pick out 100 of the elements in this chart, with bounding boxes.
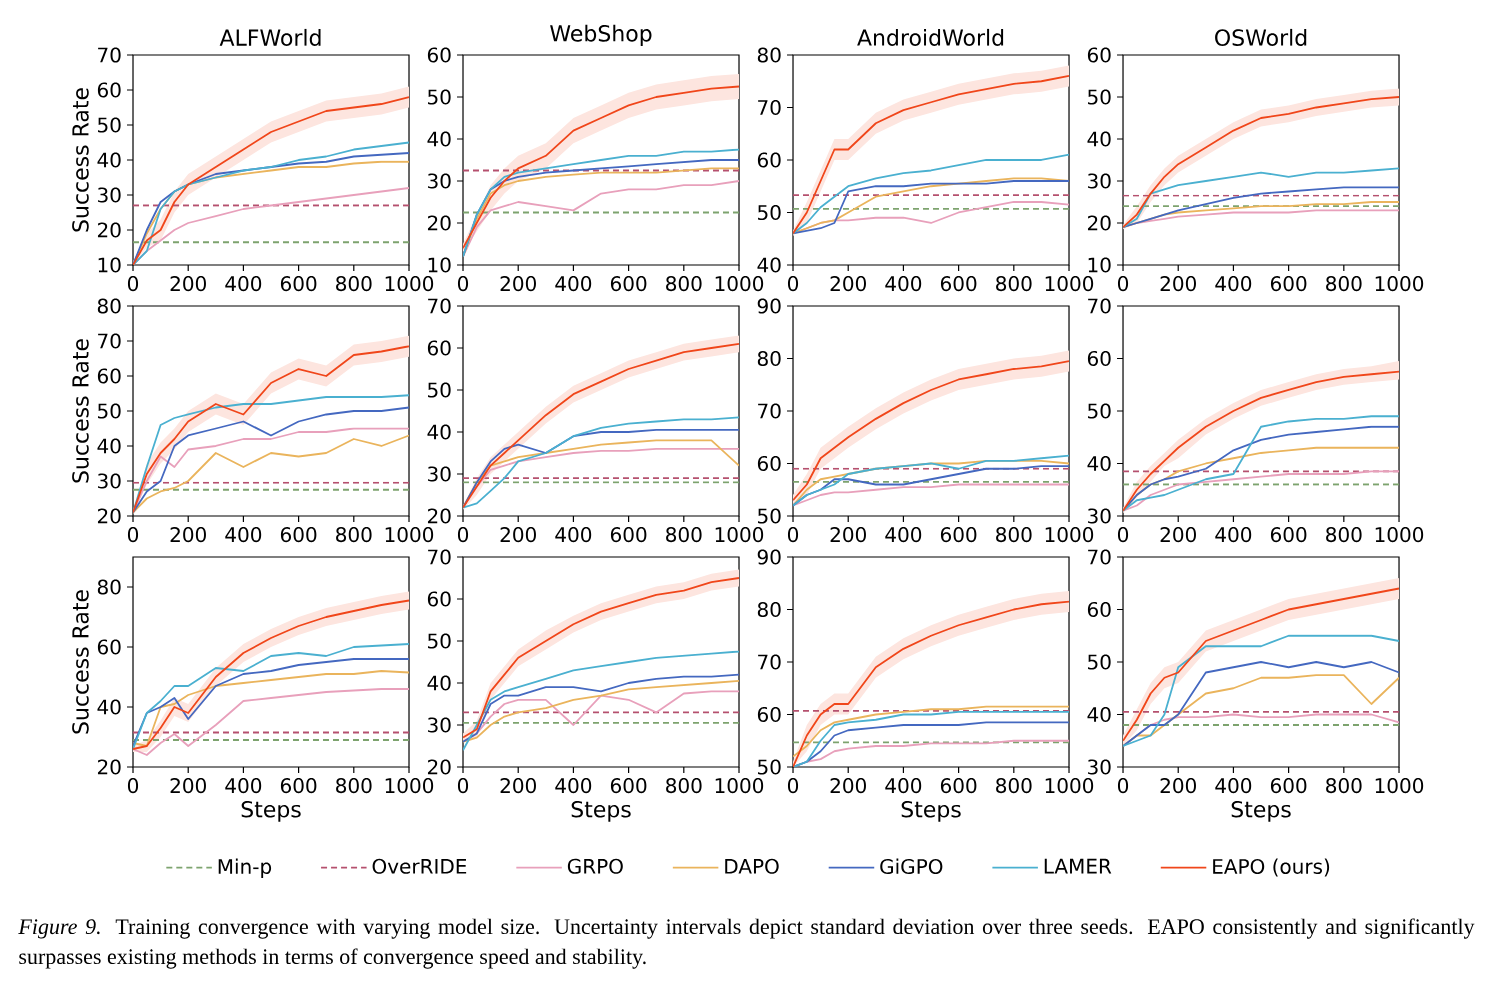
y-tick-label: 60 (1087, 601, 1111, 618)
y-tick-label: 50 (98, 403, 121, 419)
y-tick-label: 40 (427, 424, 451, 440)
y-tick-label: 70 (1088, 549, 1111, 565)
x-tick-label: 600 (1270, 527, 1307, 543)
x-tick-label: 0 (127, 778, 139, 794)
y-tick-label: 70 (428, 549, 451, 565)
y-tick-label: 60 (97, 368, 121, 384)
x-tick-label: 800 (1326, 276, 1362, 292)
x-axis-title: Steps (571, 800, 631, 822)
y-tick-label: 10 (98, 257, 121, 273)
x-tick-label: 400 (225, 276, 262, 292)
x-tick-label: 600 (1270, 276, 1307, 292)
y-axis-title: Success Rate (72, 339, 89, 483)
y-tick-label: 20 (427, 215, 451, 231)
x-tick-label: 600 (940, 778, 977, 794)
x-tick-label: 600 (280, 276, 317, 292)
chart-title: WebShop (550, 24, 652, 46)
x-tick-label: 400 (885, 527, 922, 543)
y-tick-label: 60 (1087, 47, 1111, 63)
y-tick-label: 40 (97, 699, 121, 715)
y-tick-label: 80 (757, 350, 781, 367)
y-tick-label: 50 (1088, 403, 1111, 419)
y-tick-label: 50 (758, 759, 781, 775)
x-tick-label: 200 (1160, 527, 1196, 543)
y-tick-label: 30 (428, 466, 451, 482)
x-tick-label: 200 (500, 527, 536, 543)
x-tick-label: 0 (787, 276, 799, 292)
x-tick-label: 800 (996, 778, 1032, 794)
legend-label: GRPO (567, 858, 623, 874)
x-tick-label: 0 (787, 778, 799, 794)
x-axis-title: Steps (1231, 800, 1291, 822)
x-tick-label: 600 (280, 778, 317, 794)
x-tick-label: 1000 (1045, 778, 1094, 794)
y-tick-label: 40 (757, 257, 781, 273)
x-tick-label: 600 (940, 527, 977, 543)
text: Figure 9. Training convergence with varying model size. Uncertainty intervals depict standard deviation over three seeds. EAPO consistently and significantly surpasses existing methods in terms of convergence speed and stability. (18, 918, 1475, 969)
x-tick-label: 200 (170, 527, 206, 543)
x-tick-label: 400 (225, 527, 262, 543)
x-tick-label: 400 (1215, 527, 1252, 543)
legend-label: GiGPO (880, 858, 943, 875)
y-tick-label: 40 (97, 438, 121, 454)
chart-title: AndroidWorld (857, 28, 1004, 46)
legend-label: Min-p (218, 858, 272, 878)
line-series (1123, 167, 1400, 229)
y-tick-label: 60 (757, 706, 781, 723)
x-tick-label: 0 (457, 276, 469, 292)
y-tick-label: 60 (427, 591, 451, 607)
y-tick-label: 50 (428, 382, 451, 398)
legend-label: LAMER (1044, 858, 1112, 874)
x-tick-label: 1000 (1375, 527, 1424, 543)
legend-label: OverRIDE (372, 858, 467, 874)
y-tick-label: 70 (758, 654, 781, 670)
x-tick-label: 400 (1215, 778, 1252, 794)
x-tick-label: 0 (1117, 527, 1129, 543)
x-tick-label: 600 (610, 276, 647, 292)
y-tick-label: 50 (428, 633, 451, 649)
x-axis-title: Steps (241, 800, 301, 822)
x-tick-label: 200 (830, 276, 866, 292)
y-tick-label: 50 (758, 204, 781, 221)
x-tick-label: 0 (457, 778, 469, 794)
x-tick-label: 1000 (1375, 778, 1424, 794)
x-tick-label: 800 (996, 276, 1032, 292)
y-tick-label: 30 (98, 473, 121, 489)
x-tick-label: 200 (1160, 778, 1196, 794)
y-tick-label: 60 (97, 82, 121, 98)
x-tick-label: 0 (457, 527, 469, 543)
y-tick-label: 40 (1087, 706, 1111, 723)
x-tick-label: 0 (127, 527, 139, 543)
x-tick-label: 1000 (1375, 276, 1424, 292)
x-tick-label: 0 (1117, 778, 1129, 794)
y-axis-title: Success Rate (72, 590, 89, 734)
x-tick-label: 200 (170, 778, 206, 794)
line-series (133, 688, 410, 756)
x-tick-label: 1000 (385, 527, 434, 543)
y-tick-label: 60 (427, 47, 451, 63)
x-tick-label: 400 (555, 778, 592, 794)
y-tick-label: 30 (98, 187, 121, 203)
y-tick-label: 20 (97, 222, 121, 238)
x-axis-title: Steps (901, 800, 961, 822)
x-tick-label: 400 (555, 276, 592, 292)
x-tick-label: 1000 (385, 276, 434, 292)
y-tick-label: 70 (758, 99, 781, 116)
x-tick-label: 200 (830, 778, 866, 794)
y-tick-label: 50 (1088, 654, 1111, 670)
x-tick-label: 0 (1117, 276, 1129, 292)
x-tick-label: 600 (280, 527, 317, 543)
y-tick-label: 60 (1087, 350, 1111, 367)
x-tick-label: 800 (1326, 527, 1362, 543)
x-tick-label: 1000 (385, 778, 434, 794)
x-tick-label: 1000 (715, 527, 764, 543)
y-tick-label: 90 (757, 549, 781, 565)
y-tick-label: 60 (427, 340, 451, 356)
x-tick-label: 1000 (715, 778, 764, 794)
y-tick-label: 70 (98, 333, 121, 349)
chart-title: ALFWorld (219, 28, 321, 46)
y-tick-label: 80 (757, 47, 781, 63)
y-tick-label: 30 (428, 717, 451, 733)
y-axis-title: Success Rate (72, 88, 89, 232)
y-tick-label: 60 (757, 455, 781, 472)
